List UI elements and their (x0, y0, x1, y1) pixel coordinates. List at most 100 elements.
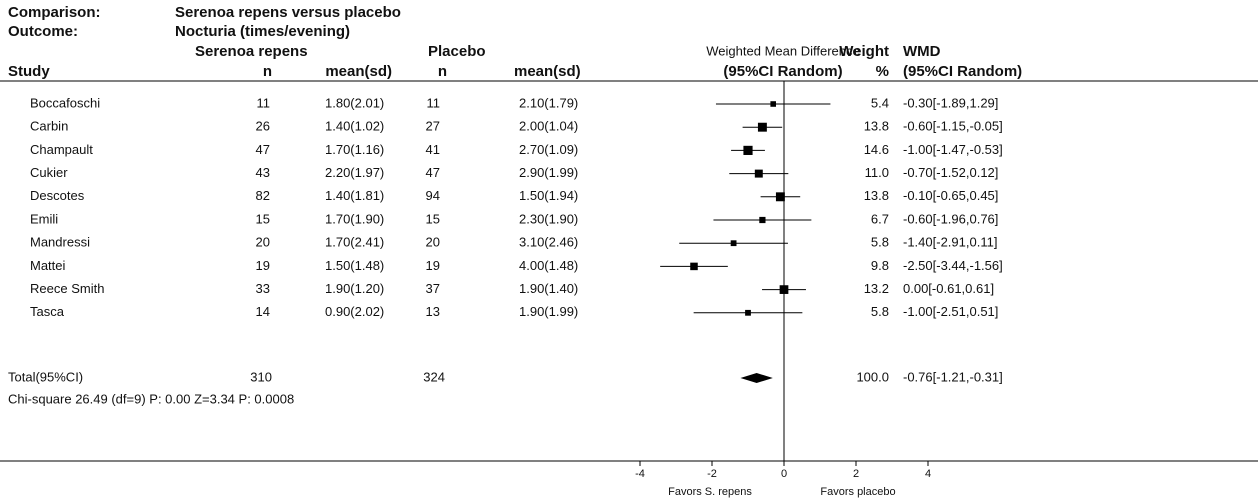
wmd-label: -1.00[-2.51,0.51] (903, 304, 998, 319)
group-header: Placebo (428, 43, 486, 60)
column-header: n (438, 63, 447, 80)
wmd-label: -1.40[-2.91,0.11] (903, 235, 997, 250)
wmd-label: -0.30[-1.89,1.29] (903, 95, 998, 110)
total-label: Total(95%CI) (8, 369, 83, 384)
effect-square (690, 262, 698, 271)
wmd-label: -0.10[-0.65,0.45] (903, 188, 998, 203)
total-weight: 100.0 (856, 369, 889, 384)
effect-square (779, 285, 789, 294)
weight: 13.8 (864, 119, 889, 134)
n-1: 82 (256, 188, 270, 203)
outcome-label: Outcome: (8, 23, 78, 40)
n-1: 19 (256, 258, 270, 273)
study-header: Study (8, 63, 50, 80)
mean-sd-2: 2.70(1.09) (519, 142, 578, 157)
wmd-label: -0.70[-1.52,0.12] (903, 165, 998, 180)
n-1: 20 (256, 235, 270, 250)
mean-sd-2: 2.90(1.99) (519, 165, 578, 180)
study-name: Mattei (30, 258, 66, 273)
mean-sd-1: 1.70(2.41) (325, 235, 384, 250)
study-name: Boccafoschi (30, 95, 100, 110)
column-header: mean(sd) (325, 63, 392, 80)
wmd-label: -0.60[-1.96,0.76] (903, 211, 998, 226)
study-name: Descotes (30, 188, 85, 203)
effect-square (770, 101, 776, 107)
mean-sd-1: 1.90(1.20) (325, 281, 384, 296)
mean-sd-1: 2.20(1.97) (325, 165, 384, 180)
weight: 14.6 (864, 142, 889, 157)
effect-square (730, 240, 737, 247)
total-wmd: -0.76[-1.21,-0.31] (903, 369, 1003, 384)
n-1: 43 (256, 165, 270, 180)
weight: 6.7 (871, 211, 889, 226)
x-tick-label: 2 (853, 468, 859, 480)
x-tick-label: -2 (707, 468, 717, 480)
x-tick-label: -4 (635, 468, 645, 480)
mean-sd-2: 4.00(1.48) (519, 258, 578, 273)
n-2: 37 (426, 281, 440, 296)
wmd-label: 0.00[-0.61,0.61] (903, 281, 994, 296)
study-name: Champault (30, 142, 93, 157)
study-name: Reece Smith (30, 281, 104, 296)
n-2: 19 (426, 258, 440, 273)
mean-sd-1: 1.70(1.16) (325, 142, 384, 157)
column-header: mean(sd) (514, 63, 581, 80)
mean-sd-2: 2.00(1.04) (519, 119, 578, 134)
column-header: n (263, 63, 272, 80)
n-1: 14 (256, 304, 270, 319)
study-name: Mandressi (30, 235, 90, 250)
mean-sd-1: 0.90(2.02) (325, 304, 384, 319)
effect-square (759, 216, 766, 224)
mean-sd-2: 2.10(1.79) (519, 95, 578, 110)
effect-square (775, 192, 785, 202)
plot-subheader: (95%CI Random) (723, 63, 842, 80)
x-tick-label: 4 (925, 468, 931, 480)
x-label-right: Favors placebo (820, 486, 895, 498)
n-1: 26 (256, 119, 270, 134)
n-2: 15 (426, 211, 440, 226)
study-name: Cukier (30, 165, 68, 180)
weight: 11.0 (865, 165, 889, 180)
mean-sd-1: 1.70(1.90) (325, 211, 384, 226)
wmd-header: WMD (903, 43, 941, 60)
x-label-left: Favors S. repens (668, 486, 752, 498)
mean-sd-1: 1.80(2.01) (325, 95, 384, 110)
n-2: 94 (426, 188, 440, 203)
mean-sd-1: 1.40(1.81) (325, 188, 384, 203)
total-diamond (740, 373, 773, 383)
total-n: 324 (423, 369, 445, 384)
n-2: 47 (426, 165, 440, 180)
weight-unit: % (876, 63, 889, 80)
n-1: 47 (256, 142, 270, 157)
n-2: 41 (426, 142, 440, 157)
n-2: 27 (426, 119, 440, 134)
wmd-label: -1.00[-1.47,-0.53] (903, 142, 1003, 157)
plot-header: Weighted Mean Difference (706, 43, 859, 58)
weight: 5.8 (871, 304, 889, 319)
weight: 5.4 (871, 95, 889, 110)
study-name: Tasca (30, 304, 65, 319)
effect-square (754, 169, 763, 178)
weight-header: Weight (839, 43, 889, 60)
weight: 5.8 (871, 235, 889, 250)
effect-square (757, 122, 767, 132)
weight: 13.2 (864, 281, 889, 296)
weight: 9.8 (871, 258, 889, 273)
n-1: 15 (256, 211, 270, 226)
mean-sd-2: 1.90(1.99) (519, 304, 578, 319)
comparison: Serenoa repens versus placebo (175, 4, 401, 21)
n-2: 20 (426, 235, 440, 250)
heterogeneity: Chi-square 26.49 (df=9) P: 0.00 Z=3.34 P… (8, 391, 294, 406)
group-header: Serenoa repens (195, 43, 308, 60)
effect-square (745, 309, 751, 316)
n-1: 33 (256, 281, 270, 296)
n-1: 11 (257, 95, 271, 110)
wmd-subheader: (95%CI Random) (903, 63, 1022, 80)
mean-sd-2: 2.30(1.90) (519, 211, 578, 226)
mean-sd-2: 3.10(2.46) (519, 235, 578, 250)
wmd-label: -2.50[-3.44,-1.56] (903, 258, 1003, 273)
study-name: Emili (30, 211, 58, 226)
weight: 13.8 (864, 188, 889, 203)
comparison-label: Comparison: (8, 4, 101, 21)
